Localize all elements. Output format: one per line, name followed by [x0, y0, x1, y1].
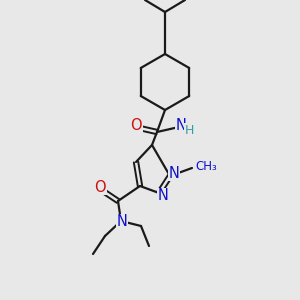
Text: O: O: [94, 179, 106, 194]
Text: O: O: [130, 118, 142, 133]
Text: H: H: [184, 124, 194, 136]
Text: N: N: [176, 118, 186, 133]
Text: N: N: [169, 166, 179, 181]
Text: N: N: [117, 214, 128, 230]
Text: N: N: [158, 188, 168, 203]
Text: CH₃: CH₃: [195, 160, 217, 172]
